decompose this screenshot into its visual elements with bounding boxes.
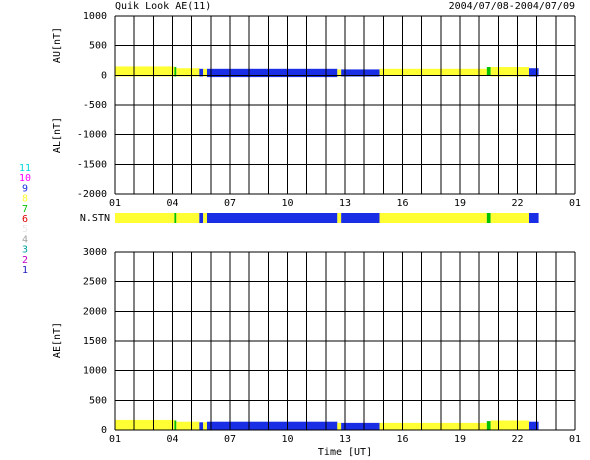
x-tick-label: 22 [511,434,523,445]
x-tick-label: 10 [281,434,293,445]
n-stn-bar [176,213,200,223]
legend-entry: 1 [22,265,28,276]
x-tick-label: 07 [224,198,236,209]
ae-band [176,421,200,430]
y-tick-label: -1500 [77,159,107,170]
ae-band [199,422,204,430]
ae-band [207,421,338,430]
au-al-band [115,66,175,77]
ae-band [203,422,207,430]
x-tick-label: 01 [569,198,581,209]
n-stn-bar [174,213,177,223]
au-al-band [199,68,204,77]
ae-band [174,420,177,430]
au-al-band [207,68,338,78]
y-tick-label: 3000 [83,247,107,258]
ae-band [379,422,487,430]
legend-entry: 5 [22,224,28,235]
n-stn-bar [207,213,338,223]
legend-entry: 9 [22,183,28,194]
y-tick-label: 500 [89,395,107,406]
x-tick-label: 13 [339,434,351,445]
ae-band [529,421,539,430]
y-axis-label: AU[nT] [52,27,63,63]
x-tick-label: 13 [339,198,351,209]
n-stn-bar [490,213,529,223]
y-axis-label: AE[nT] [52,322,63,358]
y-axis-label: AL[nT] [52,117,63,153]
y-tick-label: -500 [83,100,107,111]
n-stn-bar [379,213,487,223]
ae-band [341,422,380,430]
legend-entry: 7 [22,204,28,215]
x-axis-label: Time [UT] [318,447,372,458]
x-tick-label: 16 [396,434,408,445]
y-tick-label: 1000 [83,366,107,377]
y-tick-label: -1000 [77,130,107,141]
x-tick-label: 04 [166,198,178,209]
au-al-band [379,68,487,76]
y-tick-label: 1000 [83,11,107,22]
legend-entry: 4 [22,234,28,245]
legend-entry: 8 [22,194,28,205]
n-stn-bar [337,213,342,223]
n-stn-bar [529,213,539,223]
au-al-band [529,68,539,77]
x-tick-label: 10 [281,198,293,209]
x-tick-label: 01 [569,434,581,445]
x-tick-label: 07 [224,434,236,445]
x-tick-label: 04 [166,434,178,445]
n-stn-bar [486,213,491,223]
au-al-band [203,68,207,77]
au-al-band [490,67,529,77]
legend-entry: 6 [22,214,28,225]
legend-entry: 10 [19,173,31,184]
n-stn-bar [115,213,175,223]
x-tick-label: 16 [396,198,408,209]
ae-band [486,421,491,430]
x-tick-label: 19 [454,434,466,445]
au-al-band [174,67,177,77]
au-al-band [176,68,200,77]
n-stn-label: N.STN [80,213,110,224]
y-tick-label: 1500 [83,336,107,347]
n-stn-bar [203,213,207,223]
n-stn-bar [341,213,380,223]
y-tick-label: 2000 [83,306,107,317]
au-al-band [341,69,380,77]
y-tick-label: 2500 [83,277,107,288]
y-tick-label: -2000 [77,189,107,200]
date-range: 2004/07/08-2004/07/09 [449,1,575,12]
y-tick-label: 0 [101,425,107,436]
n-stn-bar [199,213,204,223]
chart-title: Quik Look AE(11) [115,1,211,12]
x-tick-label: 01 [109,198,121,209]
legend-entry: 11 [19,163,31,174]
au-al-band [337,69,342,77]
legend-entry: 2 [22,255,28,266]
au-al-band [486,67,491,76]
ae-band [115,419,175,430]
y-tick-label: 0 [101,70,107,81]
x-tick-label: 22 [511,198,523,209]
y-tick-label: 500 [89,41,107,52]
ae-band [337,422,342,430]
legend-entry: 3 [22,245,28,256]
x-tick-label: 19 [454,198,466,209]
x-tick-label: 01 [109,434,121,445]
ae-band [490,420,529,430]
